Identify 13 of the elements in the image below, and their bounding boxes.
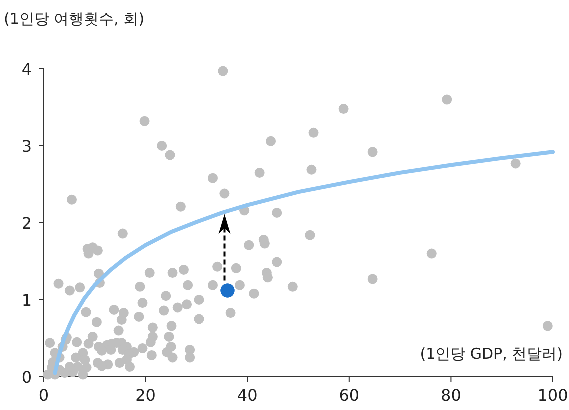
x-tick-label: 100 (538, 386, 568, 405)
y-tick-label: 3 (22, 137, 32, 156)
x-tick-label: 80 (441, 386, 462, 405)
x-tick-label: 20 (136, 386, 156, 405)
x-axis-title: (1인당 GDP, 천달러) (420, 345, 563, 363)
y-tick-label: 4 (22, 60, 32, 79)
y-tick-label: 2 (22, 214, 32, 233)
x-tick-label: 0 (38, 386, 50, 405)
y-axis-title: (1인당 여행횟수, 회) (4, 10, 145, 28)
x-tick-label: 60 (339, 386, 360, 405)
y-tick-label: 1 (22, 291, 32, 310)
x-tick-label: 40 (237, 386, 258, 405)
y-tick-label: 0 (22, 368, 32, 387)
